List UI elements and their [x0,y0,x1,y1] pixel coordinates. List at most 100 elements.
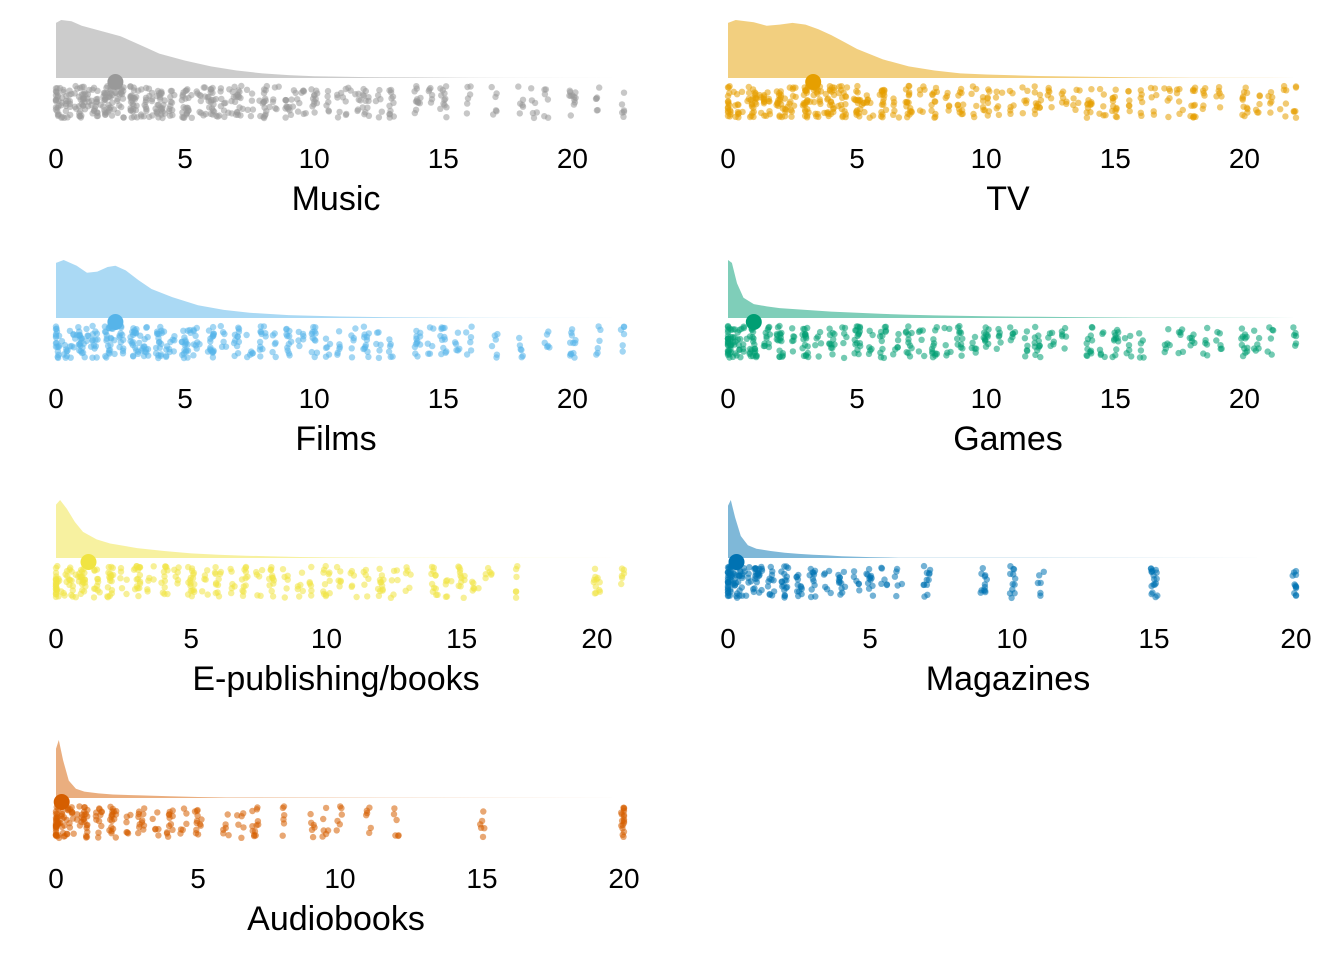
data-point [217,568,225,576]
data-point [61,592,68,599]
data-point [1204,352,1211,359]
data-point [93,816,100,823]
data-point [841,583,849,590]
data-point [326,569,333,576]
data-point [198,816,205,823]
data-point [921,352,928,360]
data-point [1215,84,1223,91]
data-point [1033,104,1041,111]
median-marker-audiobooks [53,794,70,810]
data-point [957,329,965,337]
data-point [320,815,327,823]
rain-points-tv [724,82,1300,121]
plot-films: 0 5 10 15 20 [48,260,628,414]
data-point [1063,100,1070,108]
data-point [812,342,819,349]
data-point [829,351,836,358]
data-point [326,577,333,584]
data-point [150,563,157,570]
data-point [866,114,873,121]
data-point [77,566,85,574]
data-point [778,578,785,585]
plot-games: 0 5 10 15 20 [720,260,1300,414]
data-point [438,336,446,343]
data-point [256,338,264,346]
data-point [269,593,277,600]
data-point [260,89,268,97]
data-point [389,353,396,360]
x-tick-label: 5 [849,383,865,414]
data-point [119,95,127,102]
x-tick-label: 20 [557,383,588,414]
rain-points-magazines [724,562,1300,602]
x-tick-label: 15 [446,623,477,654]
data-point [1083,340,1090,347]
data-point [745,579,752,586]
data-point [197,822,204,829]
data-point [1218,93,1225,100]
data-point [1291,590,1298,597]
data-point [814,110,821,118]
data-point [442,95,449,103]
data-point [1292,342,1299,349]
data-point [968,90,975,98]
data-point [544,96,552,103]
data-point [281,594,288,601]
data-point [159,108,166,115]
data-point [735,578,742,586]
data-point [464,95,472,102]
data-point [1289,572,1296,579]
data-point [322,830,330,838]
data-point [185,563,192,571]
data-point [831,330,838,338]
data-point [387,86,395,94]
data-point [184,107,192,114]
data-point [879,345,886,353]
data-point [336,341,343,348]
data-point [337,577,344,584]
data-point [342,98,349,105]
data-point [1254,109,1261,116]
data-point [1007,107,1014,114]
data-point [488,83,495,91]
data-point [1270,327,1277,334]
data-point [52,340,60,347]
data-point [165,811,173,818]
density-cloud-films [56,260,624,318]
data-point [83,325,90,333]
data-point [619,342,626,349]
data-point [117,90,125,97]
data-point [429,342,436,350]
data-point [753,579,760,586]
data-point [141,336,148,343]
data-point [75,103,83,110]
data-point [89,331,97,338]
data-point [229,88,236,96]
x-tick-label: 15 [1138,623,1169,654]
data-point [983,576,990,583]
data-point [197,97,204,105]
data-point [90,594,98,601]
data-point [375,354,383,362]
data-point [360,92,368,99]
data-point [406,584,413,591]
data-point [1087,109,1094,116]
data-point [596,579,603,586]
data-point [840,354,848,362]
data-point [393,816,400,824]
data-point [530,114,538,122]
data-point [841,108,848,115]
data-point [308,587,315,594]
data-point [826,87,834,94]
data-point [84,332,91,339]
data-point [984,112,991,119]
data-point [726,113,734,120]
data-point [1037,353,1044,361]
data-point [1238,325,1246,332]
data-point [838,83,845,90]
data-point [376,86,383,94]
data-point [515,83,522,90]
data-point [727,108,734,115]
data-point [984,331,991,339]
data-point [292,89,299,97]
